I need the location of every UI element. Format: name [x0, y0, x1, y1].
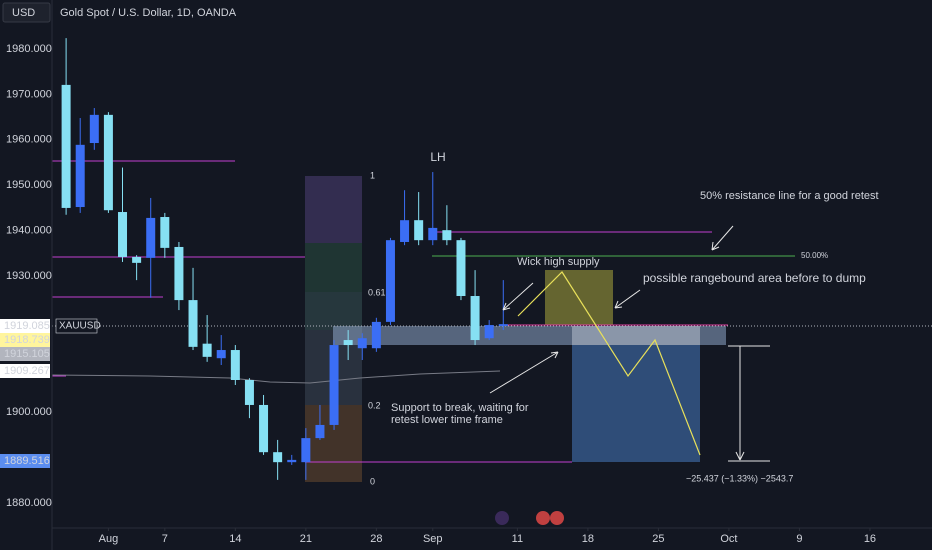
- candle-body: [202, 343, 212, 357]
- annotation: Support to break, waiting for: [391, 402, 529, 414]
- x-tick-label: 9: [796, 533, 802, 545]
- candle-body: [216, 350, 226, 359]
- candle-body: [75, 144, 85, 208]
- x-tick-label: Oct: [720, 533, 737, 545]
- y-tick-label: 1930.000: [6, 270, 52, 282]
- candle-body: [174, 246, 184, 301]
- candle-body: [343, 340, 353, 346]
- candle-body: [230, 350, 240, 380]
- symbol-box: [55, 318, 98, 334]
- price-label-box: [0, 454, 50, 468]
- chart-title: Gold Spot / U.S. Dollar, 1D, OANDA: [60, 7, 237, 19]
- candle-body: [456, 240, 466, 297]
- annotation: 0.61: [368, 287, 386, 297]
- annotation: −25.437 (−1.33%) −2543.7: [686, 473, 793, 483]
- price-label: 1909.267: [4, 365, 50, 377]
- y-tick-label: 1970.000: [6, 88, 52, 100]
- annotation: 50% resistance line for a good retest: [700, 190, 879, 202]
- price-label-box: [0, 333, 50, 347]
- range-box: [545, 270, 613, 325]
- price-label: 1919.085: [4, 320, 50, 332]
- y-tick-label: 1950.000: [6, 179, 52, 191]
- currency-box[interactable]: [2, 2, 51, 23]
- x-tick-label: 25: [652, 533, 664, 545]
- price-label-box: [0, 347, 50, 361]
- price-label-box: [0, 319, 50, 333]
- x-tick-label: 14: [229, 533, 241, 545]
- x-tick-label: Aug: [99, 533, 119, 545]
- candle-body: [61, 84, 71, 208]
- annotation: possible rangebound area before to dump: [643, 271, 866, 285]
- annotation: LH: [430, 150, 445, 164]
- annotation: 50.00%: [801, 251, 828, 260]
- annotation: 1: [370, 170, 375, 180]
- candle-body: [244, 379, 254, 405]
- x-tick-label: 21: [300, 533, 312, 545]
- candles: [61, 38, 508, 480]
- position-entry: [572, 326, 700, 345]
- arrows: [489, 225, 770, 462]
- candle-body: [259, 404, 269, 453]
- candle-body: [442, 230, 452, 241]
- annotation: Wick high supply: [517, 256, 600, 268]
- x-tick-label: 7: [162, 533, 168, 545]
- candle-body: [160, 217, 170, 248]
- candle-body: [329, 345, 339, 425]
- position-target: [572, 345, 700, 462]
- moving-average: [51, 370, 501, 384]
- x-tick-label: 18: [582, 533, 594, 545]
- candle-body: [89, 114, 99, 144]
- candle-body: [315, 424, 325, 439]
- y-tick-label: 1980.000: [6, 43, 52, 55]
- candle-body: [470, 296, 480, 341]
- x-tick-label: 11: [512, 533, 523, 545]
- candle-body: [146, 217, 156, 258]
- candle-body: [414, 220, 424, 241]
- price-label-box: [0, 364, 50, 378]
- x-tick-label: 16: [864, 533, 876, 545]
- flag-icon[interactable]: [550, 511, 564, 525]
- y-tick-label: 1940.000: [6, 225, 52, 237]
- candle-body: [400, 220, 410, 242]
- y-tick-label: 1900.000: [6, 406, 52, 418]
- y-tick-label: 1880.000: [6, 497, 52, 509]
- candle-body: [118, 212, 128, 257]
- price-label: 1889.516: [4, 455, 50, 467]
- candle-body: [287, 459, 297, 463]
- candle-body: [498, 324, 508, 326]
- candle-body: [301, 438, 311, 463]
- x-tick-label: 28: [370, 533, 382, 545]
- support-zone: [333, 326, 726, 345]
- price-label: 1918.739: [4, 334, 50, 346]
- projection-path: [517, 271, 701, 456]
- candle-body: [273, 452, 283, 463]
- event-icon[interactable]: [495, 511, 509, 525]
- candle-body: [103, 114, 113, 211]
- candle-body: [188, 300, 198, 347]
- candle-body: [371, 321, 381, 349]
- candle-body: [132, 256, 142, 263]
- currency: USD: [12, 7, 35, 19]
- x-tick-label: Sep: [423, 533, 443, 545]
- candle-body: [484, 325, 494, 339]
- y-tick-label: 1960.000: [6, 134, 52, 146]
- symbol: XAUUSD: [59, 321, 101, 332]
- annotation: 0: [370, 476, 375, 486]
- annotation: 0.2: [368, 400, 381, 410]
- price-label: 1915.105: [4, 348, 50, 360]
- flag-icon[interactable]: [536, 511, 550, 525]
- annotation: retest lower time frame: [391, 414, 503, 426]
- candle-body: [385, 240, 395, 322]
- candle-body: [428, 227, 438, 241]
- candle-body: [357, 338, 367, 349]
